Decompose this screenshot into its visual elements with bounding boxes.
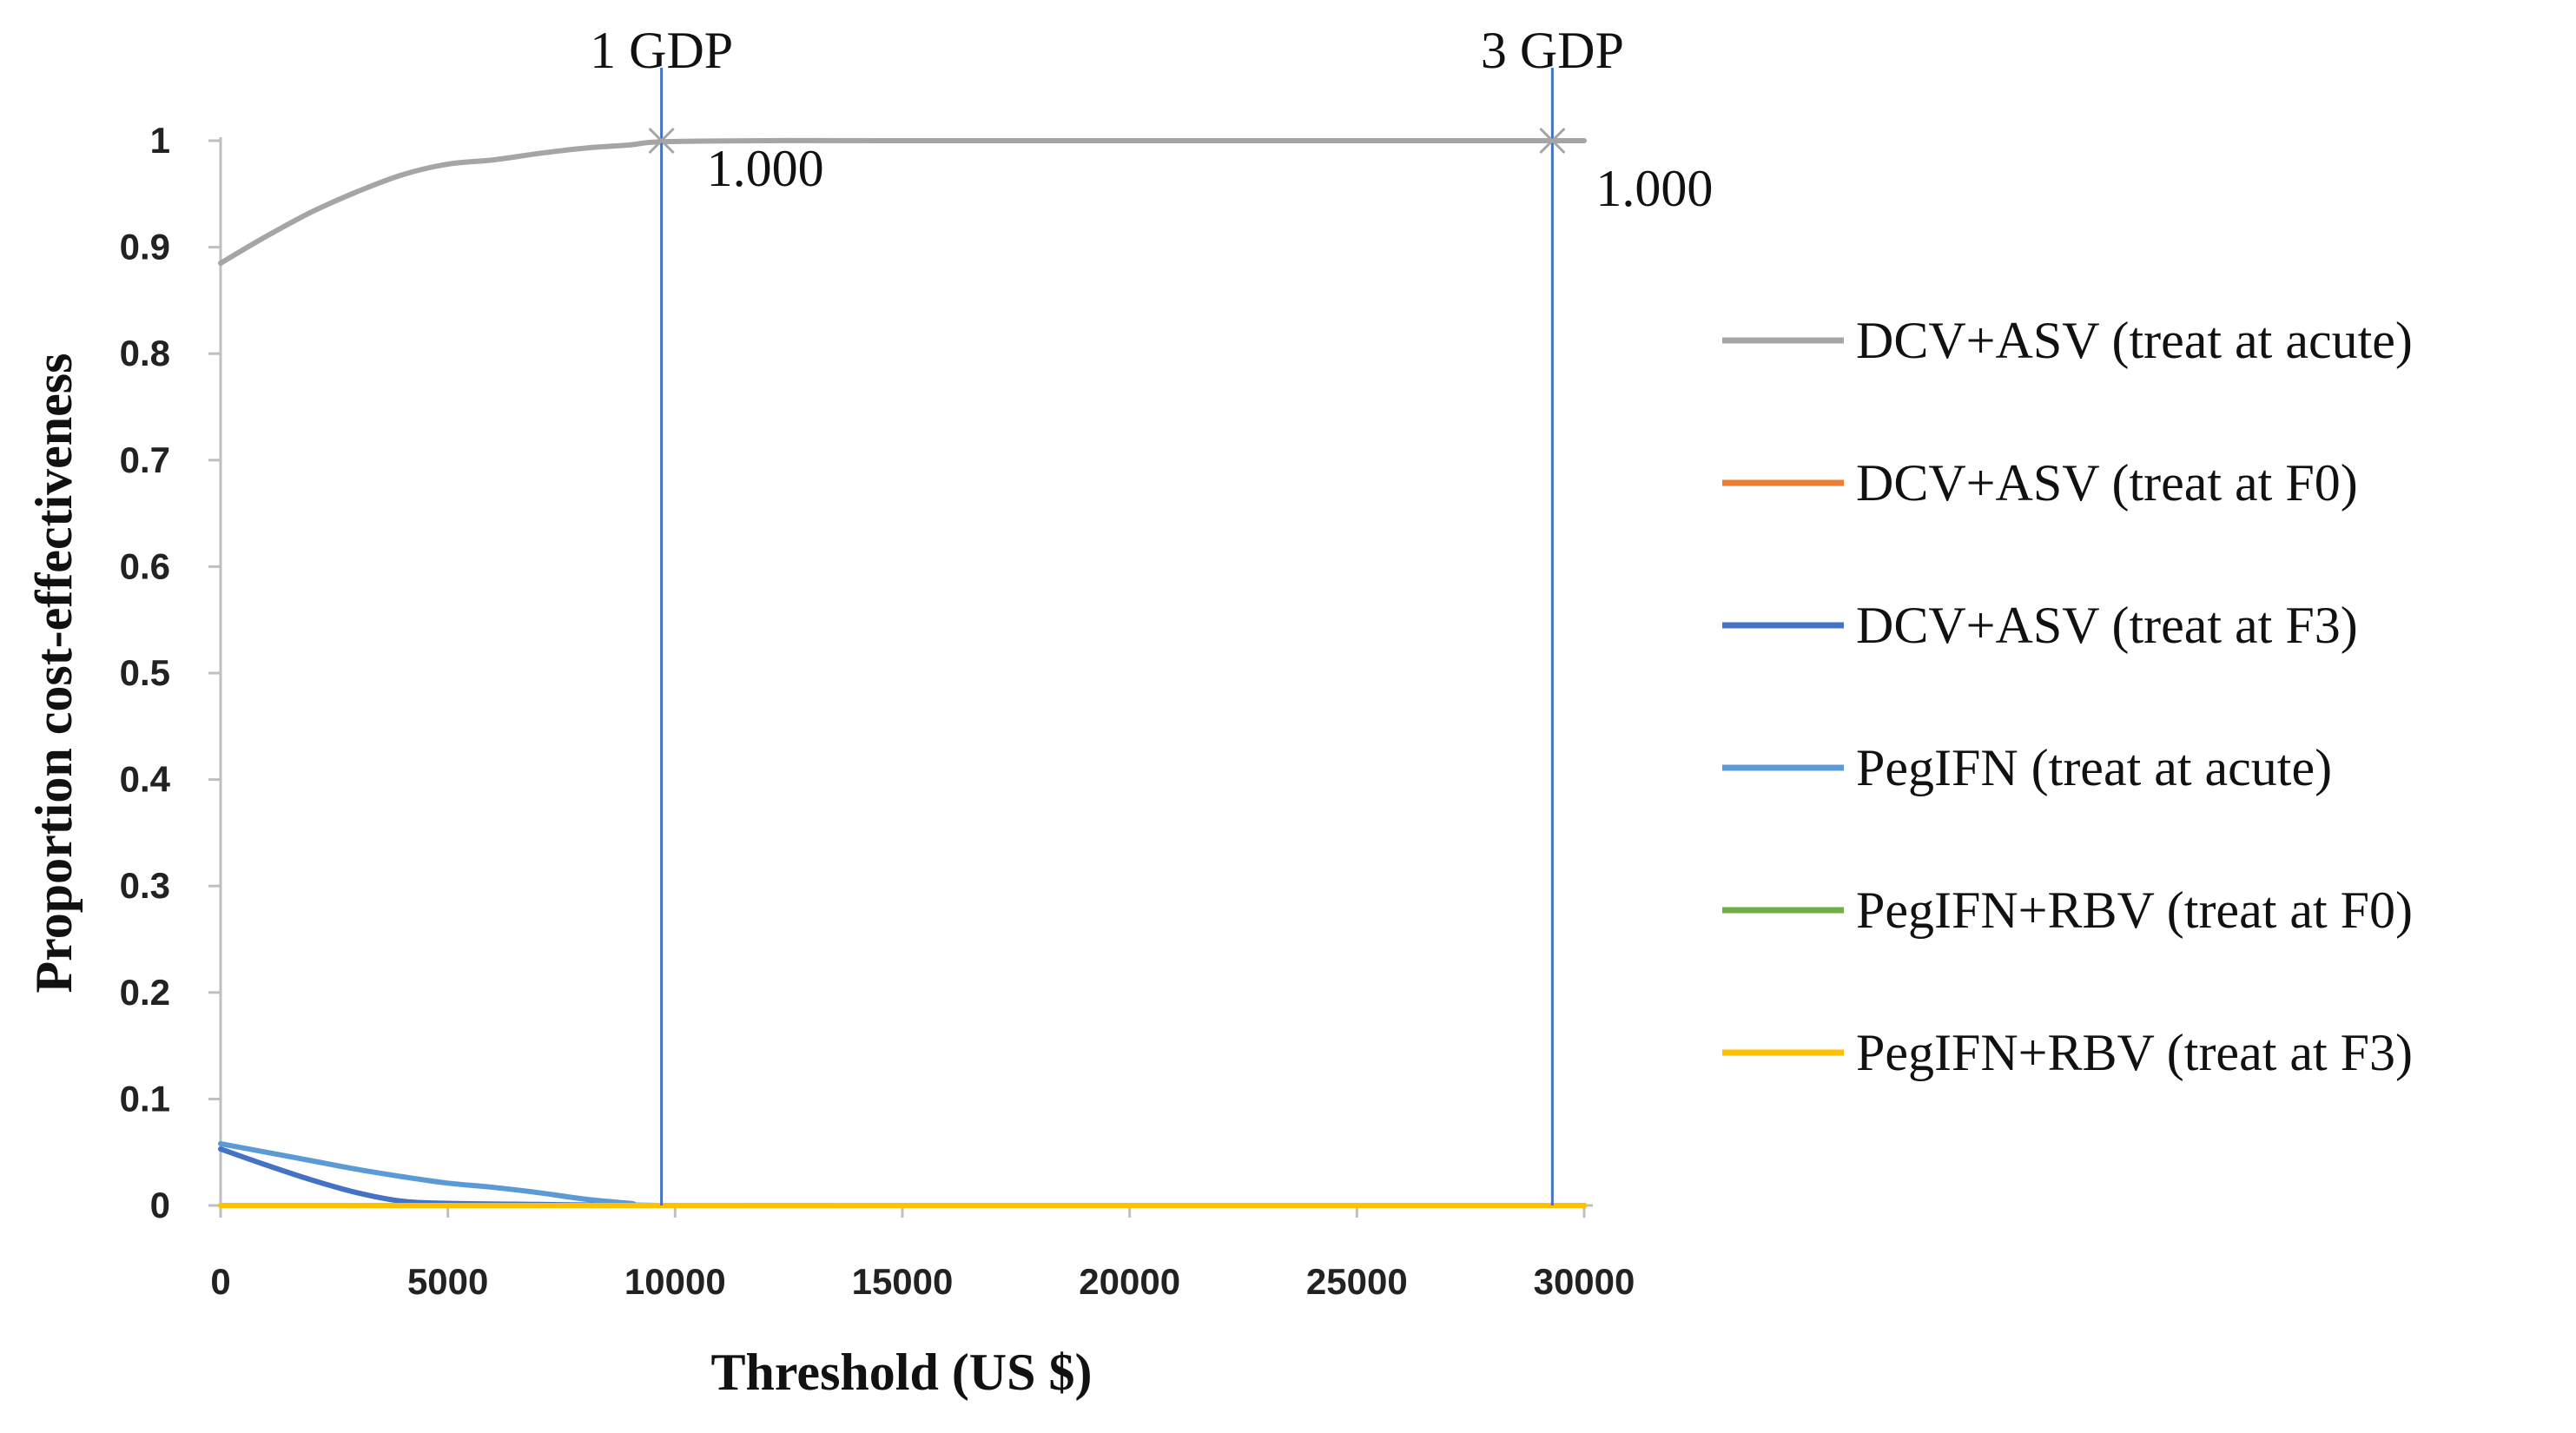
legend-item: DCV+ASV (treat at acute) — [1722, 312, 2413, 369]
reference-marker-stroke — [648, 127, 675, 155]
x-tick-label: 10000 — [624, 1261, 726, 1302]
series-layer — [218, 137, 1587, 1209]
x-tick-label: 25000 — [1306, 1261, 1408, 1302]
y-axis-ticks: 0 0.1 0.2 0.3 0.4 0.5 0.6 0.7 0.8 0.9 1 — [120, 120, 221, 1225]
legend-label: PegIFN (treat at acute) — [1856, 739, 2332, 796]
x-axis-ticks: 0 5000 10000 15000 20000 25000 30000 — [210, 1205, 1635, 1302]
series-line-pegifn-acute — [218, 1140, 1587, 1209]
y-tick-label: 0.2 — [120, 972, 170, 1013]
y-tick-label: 0.3 — [120, 865, 170, 906]
legend-item: DCV+ASV (treat at F0) — [1722, 454, 2358, 512]
y-tick-label: 0.4 — [120, 759, 171, 800]
reference-line-label: 1 GDP — [590, 22, 733, 79]
y-tick-label: 0.7 — [120, 439, 170, 480]
reference-line-label: 3 GDP — [1481, 22, 1624, 79]
reference-marker — [648, 127, 675, 155]
legend-label: PegIFN+RBV (treat at F3) — [1856, 1024, 2413, 1081]
x-axis-title: Threshold (US $) — [711, 1344, 1093, 1401]
y-tick-label: 0.6 — [120, 545, 170, 586]
reference-marker-label: 1.000 — [707, 140, 824, 197]
legend-label: PegIFN+RBV (treat at F0) — [1856, 882, 2413, 939]
x-tick-label: 20000 — [1079, 1261, 1180, 1302]
legend-item: PegIFN+RBV (treat at F0) — [1722, 882, 2413, 939]
legend-item: PegIFN+RBV (treat at F3) — [1722, 1024, 2413, 1081]
y-tick-label: 0 — [150, 1185, 170, 1225]
series-line-dcv-asv-acute — [218, 137, 1587, 266]
x-tick-label: 0 — [210, 1261, 230, 1302]
y-tick-label: 0.9 — [120, 227, 170, 267]
y-axis-title: Proportion cost-effectiveness — [25, 353, 83, 994]
series-line-dcv-asv-f3 — [218, 1146, 1587, 1209]
legend: DCV+ASV (treat at acute) DCV+ASV (treat a… — [1722, 312, 2413, 1081]
x-tick-label: 30000 — [1534, 1261, 1635, 1302]
reference-marker-stroke — [1539, 127, 1566, 155]
y-tick-label: 1 — [150, 120, 170, 161]
x-tick-label: 5000 — [407, 1261, 488, 1302]
reference-marker — [1539, 127, 1566, 155]
reference-marker-label: 1.000 — [1595, 160, 1713, 217]
y-tick-label: 0.1 — [120, 1078, 170, 1119]
y-tick-label: 0.8 — [120, 333, 170, 373]
y-tick-label: 0.5 — [120, 652, 170, 693]
legend-label: DCV+ASV (treat at acute) — [1856, 312, 2413, 369]
legend-item: DCV+ASV (treat at F3) — [1722, 597, 2358, 654]
axes — [219, 137, 1593, 1207]
legend-label: DCV+ASV (treat at F3) — [1856, 597, 2358, 654]
legend-item: PegIFN (treat at acute) — [1722, 739, 2332, 796]
legend-label: DCV+ASV (treat at F0) — [1856, 454, 2358, 512]
reference-lines: 1 GDP 1.000 3 GDP 1.000 — [590, 22, 1713, 1205]
x-tick-label: 15000 — [852, 1261, 954, 1302]
